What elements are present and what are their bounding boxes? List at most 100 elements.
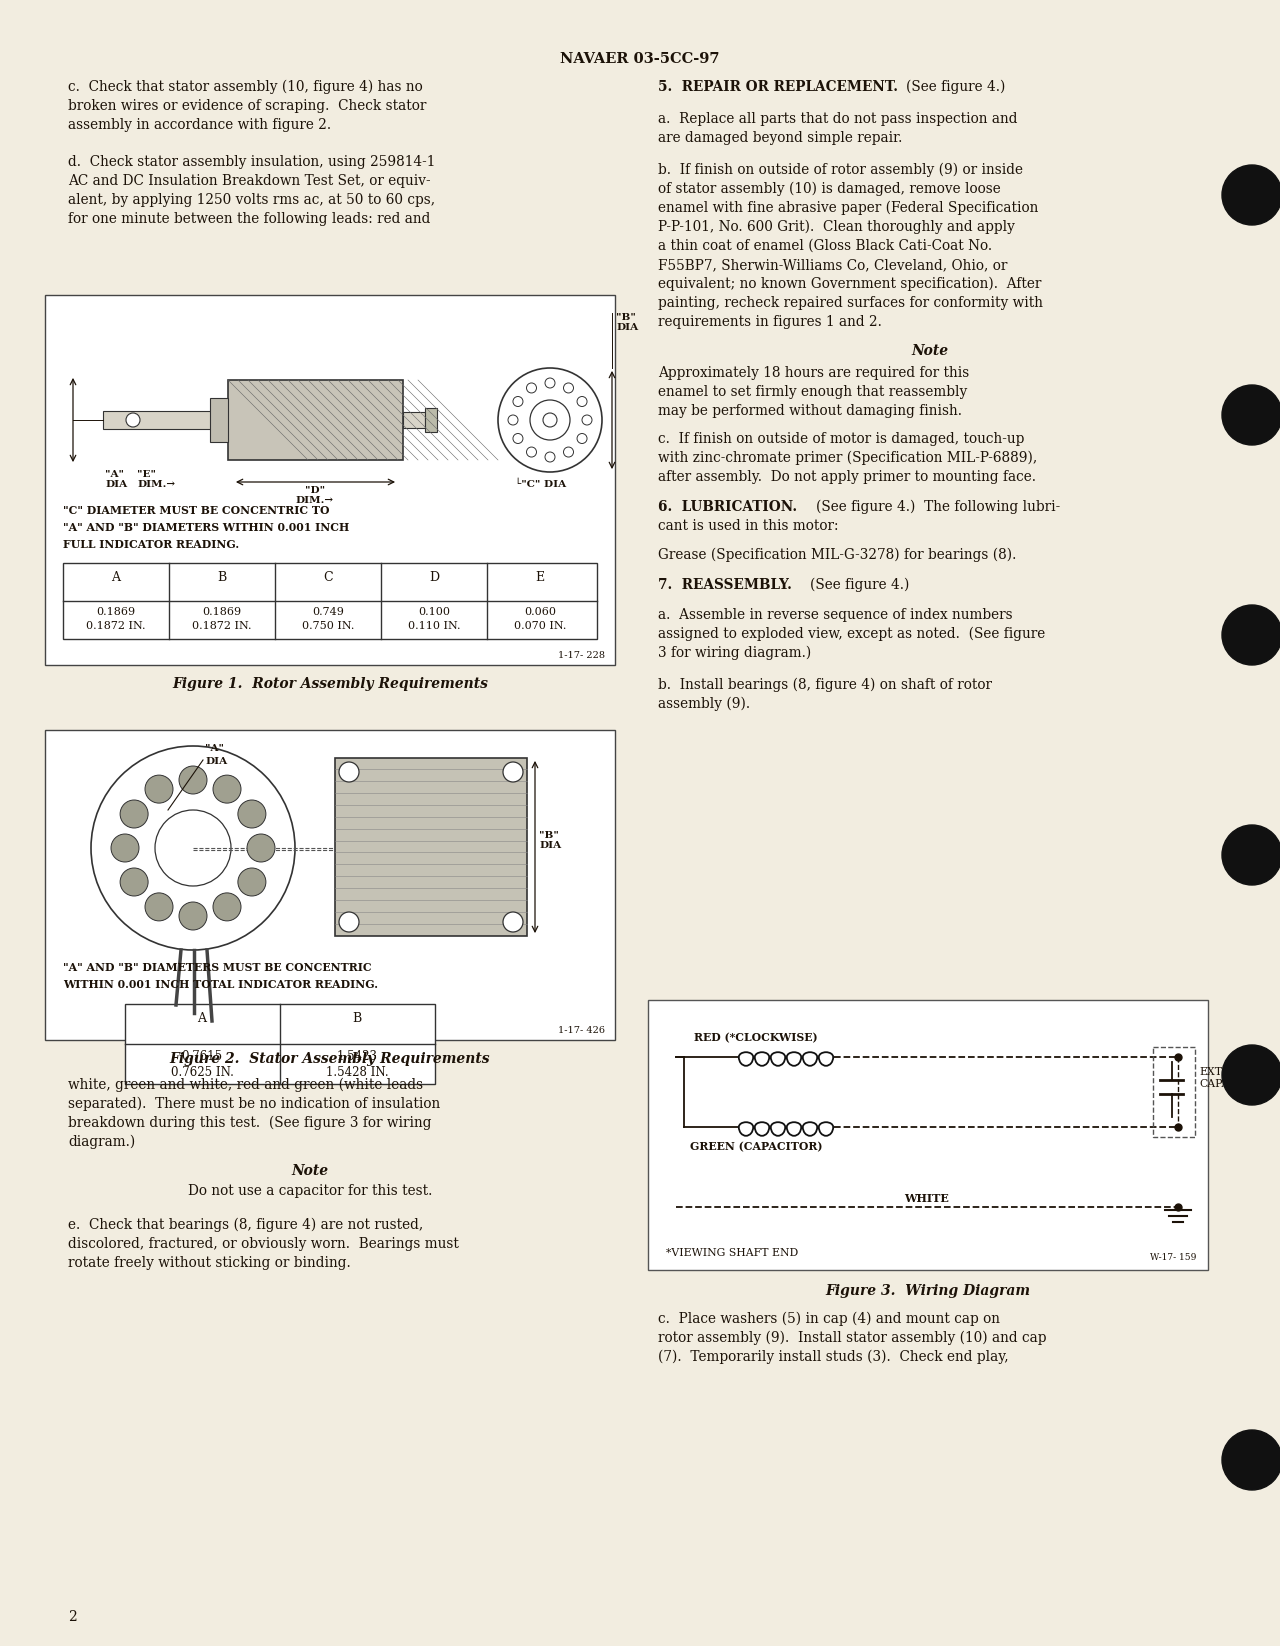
Text: 0.110 IN.: 0.110 IN. [408, 621, 461, 630]
Text: white, green and white, red and green (white leads: white, green and white, red and green (w… [68, 1078, 424, 1093]
Text: of stator assembly (10) is damaged, remove loose: of stator assembly (10) is damaged, remo… [658, 183, 1001, 196]
Circle shape [498, 369, 602, 472]
Circle shape [526, 384, 536, 393]
Text: Do not use a capacitor for this test.: Do not use a capacitor for this test. [188, 1183, 433, 1198]
Text: b.  If finish on outside of rotor assembly (9) or inside: b. If finish on outside of rotor assembl… [658, 163, 1023, 178]
Bar [210, 398, 228, 443]
Text: Note: Note [292, 1164, 329, 1179]
Text: "A"
DIA: "A" DIA [105, 471, 127, 489]
Circle shape [526, 448, 536, 458]
Text: 1-17- 228: 1-17- 228 [558, 652, 605, 660]
Text: FULL INDICATOR READING.: FULL INDICATOR READING. [63, 538, 239, 550]
Circle shape [513, 397, 524, 407]
Text: 0.1869: 0.1869 [96, 607, 136, 617]
Circle shape [545, 453, 556, 463]
Bar [102, 412, 228, 430]
Text: WHITE: WHITE [905, 1193, 950, 1203]
Text: 0.749: 0.749 [312, 607, 344, 617]
Circle shape [530, 400, 570, 439]
Text: 2: 2 [68, 1610, 77, 1625]
Bar [125, 1004, 435, 1085]
Bar [63, 563, 596, 639]
Text: a.  Replace all parts that do not pass inspection and: a. Replace all parts that do not pass in… [658, 112, 1018, 127]
Circle shape [339, 912, 358, 932]
Text: 1.5428 IN.: 1.5428 IN. [325, 1067, 388, 1080]
Text: for one minute between the following leads: red and: for one minute between the following lea… [68, 212, 430, 226]
Text: "A": "A" [205, 744, 224, 752]
Circle shape [179, 902, 207, 930]
Text: 0.1872 IN.: 0.1872 IN. [192, 621, 252, 630]
Text: 5.  REPAIR OR REPLACEMENT.: 5. REPAIR OR REPLACEMENT. [658, 81, 899, 94]
Text: painting, recheck repaired surfaces for conformity with: painting, recheck repaired surfaces for … [658, 296, 1043, 309]
Text: enamel with fine abrasive paper (Federal Specification: enamel with fine abrasive paper (Federal… [658, 201, 1038, 216]
Text: are damaged beyond simple repair.: are damaged beyond simple repair. [658, 132, 902, 145]
Text: with zinc-chromate primer (Specification MIL-P-6889),: with zinc-chromate primer (Specification… [658, 451, 1037, 466]
Text: "B"
DIA: "B" DIA [616, 313, 639, 332]
Text: W-17- 159: W-17- 159 [1149, 1253, 1196, 1262]
Text: *VIEWING SHAFT END: *VIEWING SHAFT END [666, 1248, 799, 1258]
Text: 1-17- 426: 1-17- 426 [558, 1025, 605, 1035]
Text: A: A [111, 571, 120, 584]
Text: B: B [218, 571, 227, 584]
Circle shape [155, 810, 230, 886]
Circle shape [120, 867, 148, 895]
Text: C: C [323, 571, 333, 584]
Circle shape [545, 379, 556, 388]
Text: separated).  There must be no indication of insulation: separated). There must be no indication … [68, 1096, 440, 1111]
Circle shape [577, 397, 588, 407]
Circle shape [1222, 1045, 1280, 1104]
Circle shape [1222, 165, 1280, 226]
Text: Figure 2.  Stator Assembly Requirements: Figure 2. Stator Assembly Requirements [170, 1052, 490, 1067]
Text: EXTERNAL
CAPACITOR: EXTERNAL CAPACITOR [1199, 1067, 1266, 1088]
Text: P-P-101, No. 600 Grit).  Clean thoroughly and apply: P-P-101, No. 600 Grit). Clean thoroughly… [658, 221, 1015, 234]
Text: rotor assembly (9).  Install stator assembly (10) and cap: rotor assembly (9). Install stator assem… [658, 1332, 1047, 1345]
Text: e.  Check that bearings (8, figure 4) are not rusted,: e. Check that bearings (8, figure 4) are… [68, 1218, 424, 1233]
Text: assembly (9).: assembly (9). [658, 696, 750, 711]
Text: broken wires or evidence of scraping.  Check stator: broken wires or evidence of scraping. Ch… [68, 99, 426, 114]
Text: 0.1872 IN.: 0.1872 IN. [86, 621, 146, 630]
Text: D: D [429, 571, 439, 584]
Text: Note: Note [911, 344, 948, 357]
Text: rotate freely without sticking or binding.: rotate freely without sticking or bindin… [68, 1256, 351, 1271]
Circle shape [563, 384, 573, 393]
Text: (See figure 4.): (See figure 4.) [810, 578, 909, 593]
Text: 0.1869: 0.1869 [202, 607, 242, 617]
Circle shape [179, 765, 207, 793]
Bar [228, 380, 403, 459]
Text: (7).  Temporarily install studs (3).  Check end play,: (7). Temporarily install studs (3). Chec… [658, 1350, 1009, 1365]
Circle shape [563, 448, 573, 458]
Circle shape [503, 762, 524, 782]
Circle shape [145, 775, 173, 803]
Circle shape [212, 892, 241, 920]
Text: breakdown during this test.  (See figure 3 for wiring: breakdown during this test. (See figure … [68, 1116, 431, 1131]
Text: 3 for wiring diagram.): 3 for wiring diagram.) [658, 645, 812, 660]
Circle shape [238, 800, 266, 828]
Text: c.  Place washers (5) in cap (4) and mount cap on: c. Place washers (5) in cap (4) and moun… [658, 1312, 1000, 1327]
Text: may be performed without damaging finish.: may be performed without damaging finish… [658, 403, 963, 418]
Circle shape [513, 433, 524, 443]
Text: assembly in accordance with figure 2.: assembly in accordance with figure 2. [68, 119, 332, 132]
Text: A: A [197, 1012, 206, 1025]
Text: WITHIN 0.001 INCH TOTAL INDICATOR READING.: WITHIN 0.001 INCH TOTAL INDICATOR READIN… [63, 979, 378, 989]
Circle shape [247, 835, 275, 863]
Text: diagram.): diagram.) [68, 1136, 136, 1149]
Circle shape [238, 867, 266, 895]
Circle shape [212, 775, 241, 803]
Circle shape [1222, 1430, 1280, 1490]
Text: AC and DC Insulation Breakdown Test Set, or equiv-: AC and DC Insulation Breakdown Test Set,… [68, 174, 430, 188]
Text: enamel to set firmly enough that reassembly: enamel to set firmly enough that reassem… [658, 385, 968, 398]
Text: c.  Check that stator assembly (10, figure 4) has no: c. Check that stator assembly (10, figur… [68, 81, 422, 94]
Text: after assembly.  Do not apply primer to mounting face.: after assembly. Do not apply primer to m… [658, 471, 1036, 484]
Text: 6.  LUBRICATION.: 6. LUBRICATION. [658, 500, 797, 514]
Text: "A" AND "B" DIAMETERS WITHIN 0.001 INCH: "A" AND "B" DIAMETERS WITHIN 0.001 INCH [63, 522, 349, 533]
Text: 0.060: 0.060 [524, 607, 556, 617]
Text: "C" DIAMETER MUST BE CONCENTRIC TO: "C" DIAMETER MUST BE CONCENTRIC TO [63, 505, 329, 515]
Circle shape [582, 415, 591, 425]
Circle shape [1222, 606, 1280, 665]
Text: 0.750 IN.: 0.750 IN. [302, 621, 355, 630]
Text: RED (*CLOCKWISE): RED (*CLOCKWISE) [694, 1032, 818, 1044]
Bar [45, 295, 614, 665]
Text: E: E [535, 571, 544, 584]
Text: alent, by applying 1250 volts rms ac, at 50 to 60 cps,: alent, by applying 1250 volts rms ac, at… [68, 193, 435, 207]
Bar [228, 380, 403, 459]
